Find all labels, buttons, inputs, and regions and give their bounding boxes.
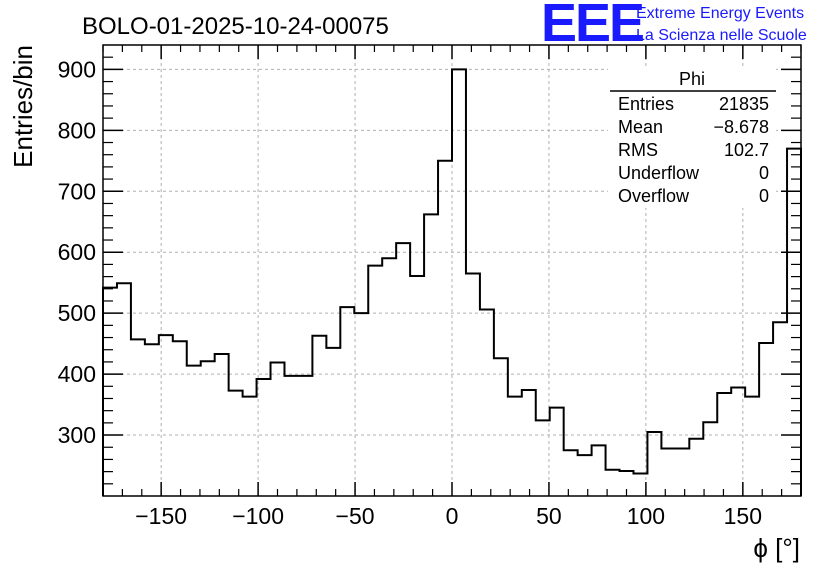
histogram-bin xyxy=(326,348,340,496)
histogram-bin xyxy=(312,336,326,496)
histogram-bin xyxy=(661,448,675,496)
y-tick-labels: 300 400 500 600 700 800 900 xyxy=(58,56,96,448)
histogram-bin xyxy=(396,243,410,496)
histogram-bin xyxy=(438,161,452,496)
x-tick-label: 50 xyxy=(536,503,562,529)
x-tick-label: 100 xyxy=(627,503,665,529)
stats-row-value: −8.678 xyxy=(713,117,769,137)
stats-row-value: 0 xyxy=(759,163,769,183)
histogram-bin xyxy=(592,445,606,496)
y-tick-label: 400 xyxy=(58,361,96,387)
histogram-bin xyxy=(243,397,257,496)
histogram-bin xyxy=(257,379,271,496)
plot-frame xyxy=(102,44,802,497)
stats-row-label: RMS xyxy=(618,140,658,160)
histogram-bin xyxy=(284,376,298,496)
stats-row-value: 21835 xyxy=(719,94,769,114)
stats-rows: Entries 21835 Mean −8.678 RMS 102.7 Underflow 0… xyxy=(618,94,769,206)
y-tick-label: 700 xyxy=(58,178,96,204)
histogram-line xyxy=(102,68,802,496)
stats-row-value: 102.7 xyxy=(724,140,769,160)
y-tick-label: 300 xyxy=(58,422,96,448)
x-tick-label: −50 xyxy=(336,503,375,529)
stats-box: Phi Entries 21835 Mean −8.678 RMS 102.7 Underf… xyxy=(608,68,776,208)
histogram-bin xyxy=(466,274,480,496)
x-tick-label: 0 xyxy=(446,503,459,529)
y-axis-title: Entries/bin xyxy=(8,45,38,168)
histogram-bin xyxy=(564,450,578,496)
stats-row-value: 0 xyxy=(759,186,769,206)
eee-logo-line-2: La Scienza nelle Scuole xyxy=(636,27,807,44)
stats-row-label: Mean xyxy=(618,117,663,137)
histogram-bin xyxy=(480,310,494,496)
eee-logo: EEE Extreme Energy Events La Scienza nel… xyxy=(541,0,807,53)
histogram-bin xyxy=(368,266,382,496)
stats-row-label: Overflow xyxy=(618,186,690,206)
histogram-bin xyxy=(536,420,550,496)
eee-logo-mark: EEE xyxy=(541,0,643,53)
histogram-bin xyxy=(187,366,201,496)
histogram-bin xyxy=(201,361,215,496)
histogram-bin xyxy=(103,288,117,496)
x-axis-title: ϕ [°] xyxy=(753,533,800,563)
stats-row-label: Entries xyxy=(618,94,674,114)
x-tick-labels: −150 −100 −50 0 50 100 150 xyxy=(135,503,762,529)
eee-logo-line-1: Extreme Energy Events xyxy=(636,5,804,22)
histogram-bin xyxy=(633,473,647,496)
histogram-bin xyxy=(703,422,717,496)
histogram-bin xyxy=(550,408,564,496)
histogram-bin xyxy=(508,397,522,496)
histogram-bin xyxy=(131,339,145,496)
y-tick-label: 800 xyxy=(58,117,96,143)
histogram-bin xyxy=(647,432,661,496)
histogram-bin xyxy=(424,214,438,496)
y-tick-label: 500 xyxy=(58,300,96,326)
histogram-bin xyxy=(229,391,243,496)
histogram-bin xyxy=(717,393,731,496)
histogram-bin xyxy=(382,258,396,496)
histogram-bin xyxy=(689,439,703,496)
y-tick-label: 600 xyxy=(58,239,96,265)
histogram-bin xyxy=(606,470,620,496)
stats-box-title: Phi xyxy=(679,69,705,89)
histogram-bin xyxy=(578,455,592,496)
histogram-bin xyxy=(410,276,424,496)
histogram-bin xyxy=(494,358,508,496)
histogram-bin xyxy=(759,343,773,496)
histogram-bin xyxy=(340,307,354,496)
histogram-bin xyxy=(452,69,466,496)
histogram-bin xyxy=(145,344,159,496)
axis-ticks xyxy=(102,45,802,496)
histogram-bin xyxy=(159,335,173,496)
x-tick-label: 150 xyxy=(724,503,762,529)
histogram-bin xyxy=(675,448,689,496)
histogram-bin xyxy=(522,390,536,496)
histogram-bin xyxy=(620,471,634,496)
stats-row-label: Underflow xyxy=(618,163,700,183)
x-tick-label: −100 xyxy=(232,503,284,529)
histogram-bin xyxy=(745,397,759,496)
histogram-bin xyxy=(298,376,312,496)
histogram-bin xyxy=(173,341,187,496)
histogram-bin xyxy=(354,313,368,496)
histogram-bin xyxy=(271,363,285,496)
histogram-bin xyxy=(787,149,801,496)
y-tick-label: 900 xyxy=(58,56,96,82)
histogram-bin xyxy=(773,322,787,496)
x-tick-label: −150 xyxy=(135,503,187,529)
histogram-bin xyxy=(215,354,229,496)
histogram-bin xyxy=(117,283,131,496)
run-title: BOLO-01-2025-10-24-00075 xyxy=(82,13,389,40)
histogram-bin xyxy=(731,388,745,496)
